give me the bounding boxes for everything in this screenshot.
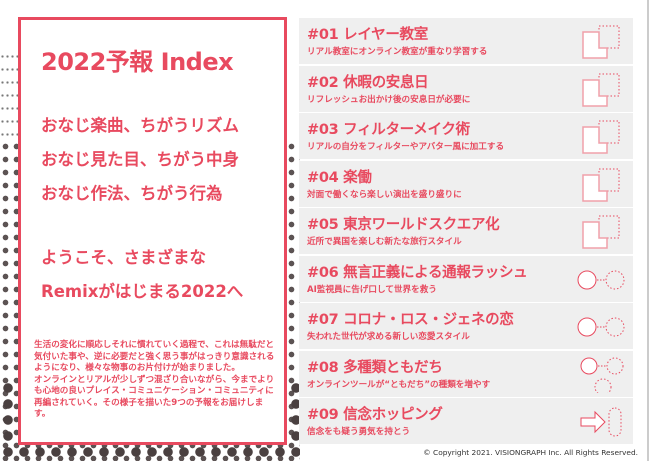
item-subtitle: AI監視員に告げ口して世界を救う — [307, 284, 437, 295]
welcome-line: Remixがはじまる2022へ — [41, 282, 244, 301]
item-subtitle: 失われた世代が求める新しい恋愛スタイル — [307, 332, 470, 342]
arrow-hop-icon — [580, 407, 622, 437]
page-edge — [647, 0, 649, 461]
intro-paragraph: オンラインとリアルが少しずつ混ざり合いながら、今までよりも心地の良いプレイス・コ… — [34, 374, 275, 420]
forecast-item[interactable]: #07 コロナ・ロス・ジェネの恋失われた世代が求める新しい恋愛スタイル — [299, 303, 633, 349]
tagline: おなじ楽曲、ちがうリズム おなじ見た目、ちがう中身 おなじ作法、ちがう行為 — [41, 109, 264, 211]
layer-icon — [582, 25, 620, 59]
layer-icon — [582, 73, 620, 107]
item-subtitle: リアルの自分をフィルターやアバター風に加工する — [307, 142, 505, 152]
intro-paragraph: 生活の変化に順応しそれに慣れていく過程で、これは無駄だと気付いた事や、逆に必要だ… — [34, 340, 275, 373]
welcome: ようこそ、さまざまな Remixがはじまる2022へ — [41, 241, 264, 309]
item-subtitle: 信念をも疑う勇気を持とう — [307, 427, 411, 437]
intro-text: 生活の変化に順応しそれに慣れていく過程で、これは無駄だと気付いた事や、逆に必要だ… — [34, 340, 279, 421]
item-title: #06 無言正義による通報ラッシュ — [307, 264, 528, 281]
forecast-item[interactable]: #09 信念ホッピング信念をも疑う勇気を持とう — [299, 398, 633, 444]
forecast-item[interactable]: #01 レイヤー教室リアル教室にオンライン教室が重なり学習する — [299, 18, 633, 64]
copyright: © Copyright 2021. VISIONGRAPH Inc. All R… — [423, 448, 638, 457]
item-subtitle: リフレッシュお出かけ後の安息日が必要に — [307, 94, 471, 105]
item-title: #04 楽働 — [307, 169, 372, 186]
index-card: 2022予報 Index おなじ楽曲、ちがうリズム おなじ見た目、ちがう中身 お… — [18, 17, 287, 445]
forecast-list: #01 レイヤー教室 リアル教室にオンライン教室が重なり学習する #02 休暇の安息… — [299, 18, 633, 446]
item-title: #03 フィルターメイク術 — [307, 122, 470, 138]
item-subtitle: 対面で働くなら楽しい演出を盛り盛りに — [307, 189, 462, 200]
item-subtitle: リアル教室にオンライン教室が重なり学習する — [307, 47, 488, 57]
forecast-item[interactable]: #05 東京ワールドスクエア化近所で異国を楽しむ新たな旅行スタイル — [299, 208, 633, 254]
layer-icon — [582, 168, 620, 202]
tagline-line: おなじ見た目、ちがう中身 — [41, 150, 239, 169]
tagline-line: おなじ作法、ちがう行為 — [41, 184, 223, 203]
circle-network-icon — [580, 357, 624, 393]
circle-pair-icon — [577, 270, 625, 289]
welcome-line: ようこそ、さまざまな — [41, 248, 206, 267]
item-title: #02 休暇の安息日 — [307, 74, 429, 91]
layer-icon — [582, 120, 620, 154]
tagline-line: おなじ楽曲、ちがうリズム — [41, 116, 239, 135]
dot-pattern-small — [0, 50, 18, 140]
forecast-item[interactable]: #04 楽働対面で働くなら楽しい演出を盛り盛りに — [299, 160, 633, 207]
item-subtitle: 近所で異国を楽しむ新たな旅行スタイル — [307, 237, 462, 247]
item-title: #08 多種類ともだち — [307, 359, 443, 376]
item-title: #01 レイヤー教室 — [307, 27, 428, 43]
item-title: #05 東京ワールドスクエア化 — [307, 217, 500, 233]
forecast-item[interactable]: #06 無言正義による通報ラッシュ AI監視員に告げ口して世界を救う — [299, 255, 633, 302]
forecast-item[interactable]: #08 多種類ともだちオンラインツールが“ともだち”の種類を増やす — [299, 350, 633, 397]
item-subtitle: オンラインツールが“ともだち”の種類を増やす — [307, 379, 491, 390]
forecast-item[interactable]: #02 休暇の安息日リフレッシュお出かけ後の安息日が必要に — [299, 65, 633, 112]
forecast-item[interactable]: #03 フィルターメイク術リアルの自分をフィルターやアバター風に加工する — [299, 113, 633, 159]
circle-pair-icon — [577, 317, 625, 337]
item-title: #09 信念ホッピング — [307, 407, 443, 423]
item-title: #07 コロナ・ロス・ジェネの恋 — [307, 312, 514, 328]
page-title: 2022予報 Index — [41, 48, 234, 76]
layer-icon — [582, 215, 620, 249]
